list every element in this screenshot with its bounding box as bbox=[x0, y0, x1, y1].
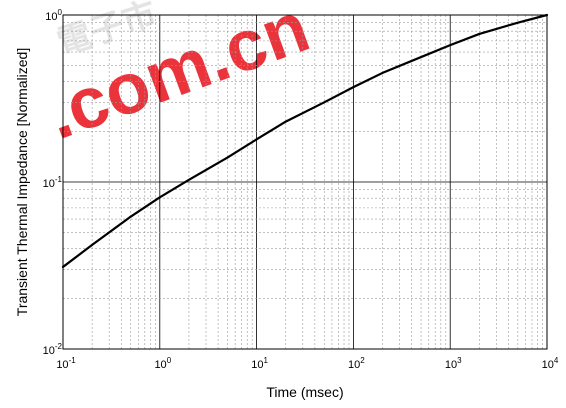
y-tick-exponent: 0 bbox=[58, 8, 63, 17]
x-tick-exponent: 2 bbox=[360, 356, 365, 365]
y-tick-base: 10 bbox=[43, 345, 55, 357]
y-tick-label: 10-1 bbox=[43, 175, 63, 190]
x-tick-base: 10 bbox=[251, 359, 263, 371]
x-tick-base: 10 bbox=[348, 359, 360, 371]
y-tick-base: 10 bbox=[45, 11, 57, 23]
svg-text:103: 103 bbox=[445, 356, 462, 371]
y-tick-label: 10-2 bbox=[43, 342, 63, 357]
x-tick-exponent: 3 bbox=[457, 356, 462, 365]
y-axis-title: Transient Thermal Impedance [Normalized] bbox=[14, 48, 30, 316]
svg-text:100: 100 bbox=[45, 8, 62, 23]
svg-text:10-1: 10-1 bbox=[56, 356, 76, 371]
svg-text:101: 101 bbox=[251, 356, 268, 371]
grid bbox=[63, 15, 547, 349]
svg-text:100: 100 bbox=[154, 356, 171, 371]
x-tick-exponent: 1 bbox=[263, 356, 268, 365]
y-tick-base: 10 bbox=[43, 178, 55, 190]
x-tick-label: 10-1 bbox=[56, 356, 76, 371]
x-tick-base: 10 bbox=[56, 359, 68, 371]
x-tick-label: 102 bbox=[348, 356, 365, 371]
svg-text:102: 102 bbox=[348, 356, 365, 371]
y-tick-exponent: -1 bbox=[55, 175, 63, 184]
x-axis-title: Time (msec) bbox=[266, 384, 343, 400]
series-line-1 bbox=[61, 13, 549, 269]
x-tick-label: 104 bbox=[542, 356, 559, 371]
y-tick-exponent: -2 bbox=[55, 342, 63, 351]
svg-text:10-2: 10-2 bbox=[43, 342, 63, 357]
x-tick-base: 10 bbox=[445, 359, 457, 371]
x-tick-base: 10 bbox=[154, 359, 166, 371]
x-tick-exponent: 0 bbox=[167, 356, 172, 365]
x-tick-label: 101 bbox=[251, 356, 268, 371]
svg-text:104: 104 bbox=[542, 356, 559, 371]
x-tick-exponent: -1 bbox=[69, 356, 77, 365]
plot-frame bbox=[62, 14, 548, 350]
x-axis-ticks: 10-1 100 101 102 103 104 bbox=[56, 356, 559, 371]
svg-text:10-1: 10-1 bbox=[43, 175, 63, 190]
y-tick-label: 100 bbox=[45, 8, 62, 23]
x-tick-base: 10 bbox=[542, 359, 554, 371]
x-tick-label: 103 bbox=[445, 356, 462, 371]
series-layer bbox=[61, 13, 549, 269]
x-tick-label: 100 bbox=[154, 356, 171, 371]
x-tick-exponent: 4 bbox=[554, 356, 559, 365]
